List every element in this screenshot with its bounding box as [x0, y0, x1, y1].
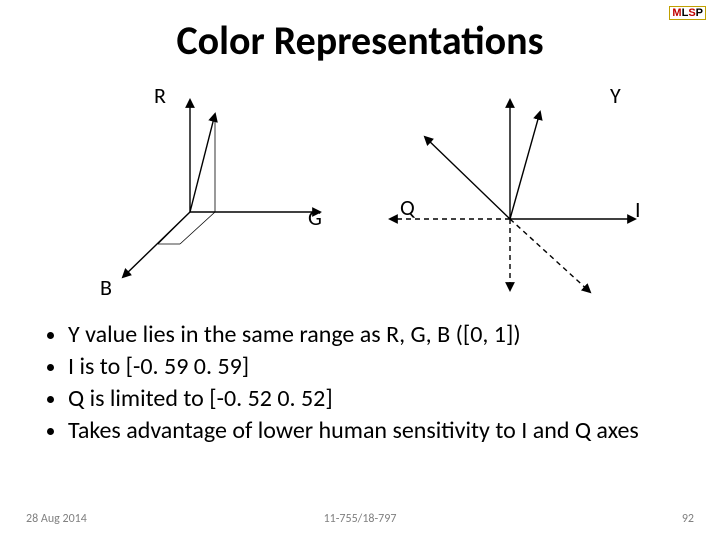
- rgb-vector: [190, 114, 215, 212]
- footer-course: 11-755/18-797: [0, 512, 720, 526]
- yiq-vector: [510, 112, 540, 219]
- diagram-svg: [90, 82, 650, 302]
- label-r: R: [154, 82, 166, 109]
- bullet-item: Q is limited to [-0. 52 0. 52]: [68, 384, 690, 414]
- diagrams-area: R G B Y I Q: [90, 82, 650, 292]
- footer-page: 92: [682, 512, 694, 526]
- yiq-diagram: [390, 100, 635, 292]
- bullet-item: I is to [-0. 59 0. 59]: [68, 352, 690, 382]
- rgb-diagram: [123, 100, 320, 277]
- label-i: I: [635, 196, 641, 223]
- label-q: Q: [400, 194, 415, 221]
- label-g: G: [308, 204, 322, 231]
- yiq-proj-tick: [482, 192, 510, 219]
- yiq-axis-downright-dashed: [510, 219, 590, 292]
- bullet-item: Takes advantage of lower human sensitivi…: [68, 416, 690, 446]
- bullet-list: Y value lies in the same range as R, G, …: [40, 320, 690, 448]
- slide: MLSP Color Representations: [0, 0, 720, 540]
- label-b: B: [100, 274, 112, 301]
- page-title: Color Representations: [0, 16, 720, 65]
- label-y: Y: [610, 82, 621, 109]
- bullet-item: Y value lies in the same range as R, G, …: [68, 320, 690, 350]
